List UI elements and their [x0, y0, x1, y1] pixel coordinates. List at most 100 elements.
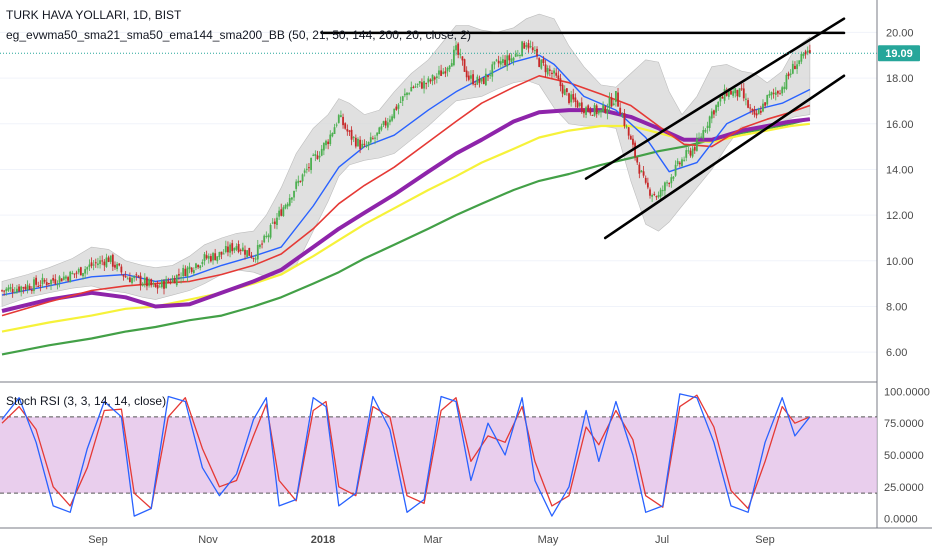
candle[interactable] — [111, 253, 114, 271]
candle[interactable] — [708, 115, 711, 132]
candle[interactable] — [252, 257, 255, 262]
candle[interactable] — [472, 69, 474, 86]
candle[interactable] — [250, 251, 253, 259]
candle[interactable] — [738, 88, 741, 98]
candle[interactable] — [103, 258, 106, 272]
candle[interactable] — [299, 180, 302, 183]
candle[interactable] — [92, 260, 95, 271]
candle[interactable] — [523, 41, 526, 49]
candle[interactable] — [576, 99, 579, 109]
candle[interactable] — [529, 40, 532, 49]
candle[interactable] — [163, 279, 165, 295]
candle[interactable] — [271, 218, 274, 224]
candle[interactable] — [244, 245, 246, 260]
symbol-title[interactable]: TURK HAVA YOLLARI, 1D, BIST — [6, 8, 182, 22]
candle[interactable] — [450, 59, 453, 67]
candle[interactable] — [280, 203, 283, 217]
candle[interactable] — [791, 60, 794, 75]
candle[interactable] — [798, 60, 801, 67]
candle[interactable] — [62, 271, 65, 281]
candle[interactable] — [604, 105, 607, 114]
candle[interactable] — [30, 286, 33, 294]
candle[interactable] — [165, 275, 168, 289]
candle[interactable] — [627, 126, 630, 140]
candle[interactable] — [480, 77, 483, 85]
candle[interactable] — [386, 117, 389, 131]
candle[interactable] — [772, 88, 775, 99]
candle[interactable] — [186, 265, 189, 283]
candle[interactable] — [452, 45, 455, 67]
candle[interactable] — [619, 102, 622, 115]
candle[interactable] — [431, 74, 434, 86]
candle[interactable] — [602, 101, 605, 113]
candle[interactable] — [589, 106, 592, 116]
candle[interactable] — [71, 270, 74, 275]
candle[interactable] — [374, 134, 376, 145]
candle[interactable] — [446, 66, 449, 77]
candle[interactable] — [380, 123, 383, 132]
candle[interactable] — [314, 150, 317, 162]
candle[interactable] — [131, 276, 133, 285]
candle[interactable] — [128, 272, 131, 283]
candle[interactable] — [322, 142, 325, 156]
candle[interactable] — [736, 89, 739, 101]
candle[interactable] — [433, 75, 436, 85]
candle[interactable] — [766, 94, 769, 107]
candle[interactable] — [544, 59, 547, 78]
candle[interactable] — [687, 146, 690, 154]
candle[interactable] — [99, 255, 101, 269]
candle[interactable] — [114, 261, 116, 270]
candle[interactable] — [156, 280, 159, 294]
candle[interactable] — [642, 166, 645, 178]
candle[interactable] — [427, 76, 430, 88]
candle[interactable] — [222, 249, 225, 255]
candle[interactable] — [286, 202, 289, 210]
candle[interactable] — [459, 48, 462, 59]
candle[interactable] — [141, 282, 144, 287]
candle[interactable] — [297, 175, 300, 187]
candle[interactable] — [399, 96, 402, 104]
candle[interactable] — [412, 85, 415, 89]
candle[interactable] — [574, 93, 577, 108]
candle[interactable] — [781, 85, 784, 96]
candle[interactable] — [86, 266, 89, 275]
candle[interactable] — [376, 132, 379, 141]
candle[interactable] — [632, 135, 634, 149]
candle[interactable] — [9, 283, 12, 292]
candle[interactable] — [263, 234, 266, 244]
candle[interactable] — [764, 102, 767, 109]
candle[interactable] — [713, 109, 715, 119]
candle[interactable] — [389, 115, 391, 126]
candle[interactable] — [484, 68, 487, 87]
candle[interactable] — [256, 239, 259, 264]
candle[interactable] — [231, 239, 234, 255]
candle[interactable] — [220, 251, 223, 260]
candle[interactable] — [75, 270, 78, 279]
candle[interactable] — [73, 273, 76, 279]
candle[interactable] — [606, 103, 609, 120]
candle[interactable] — [267, 233, 270, 243]
candle[interactable] — [785, 72, 788, 91]
candle[interactable] — [525, 42, 528, 50]
candle[interactable] — [768, 90, 771, 98]
candle[interactable] — [597, 109, 600, 116]
candle[interactable] — [542, 56, 545, 66]
candle[interactable] — [39, 280, 42, 292]
candle[interactable] — [444, 66, 447, 78]
candle[interactable] — [18, 283, 20, 293]
candle[interactable] — [246, 250, 249, 258]
candle[interactable] — [148, 277, 150, 288]
candle[interactable] — [646, 177, 649, 190]
candle[interactable] — [273, 218, 276, 229]
candle[interactable] — [774, 87, 777, 101]
candle[interactable] — [33, 276, 35, 294]
candle[interactable] — [60, 278, 63, 282]
candle[interactable] — [497, 55, 500, 68]
candle[interactable] — [320, 145, 323, 157]
candle[interactable] — [806, 46, 809, 56]
candle[interactable] — [239, 248, 242, 255]
candle[interactable] — [614, 90, 617, 107]
candle[interactable] — [408, 92, 411, 96]
candle[interactable] — [290, 196, 293, 203]
candle[interactable] — [429, 78, 432, 84]
